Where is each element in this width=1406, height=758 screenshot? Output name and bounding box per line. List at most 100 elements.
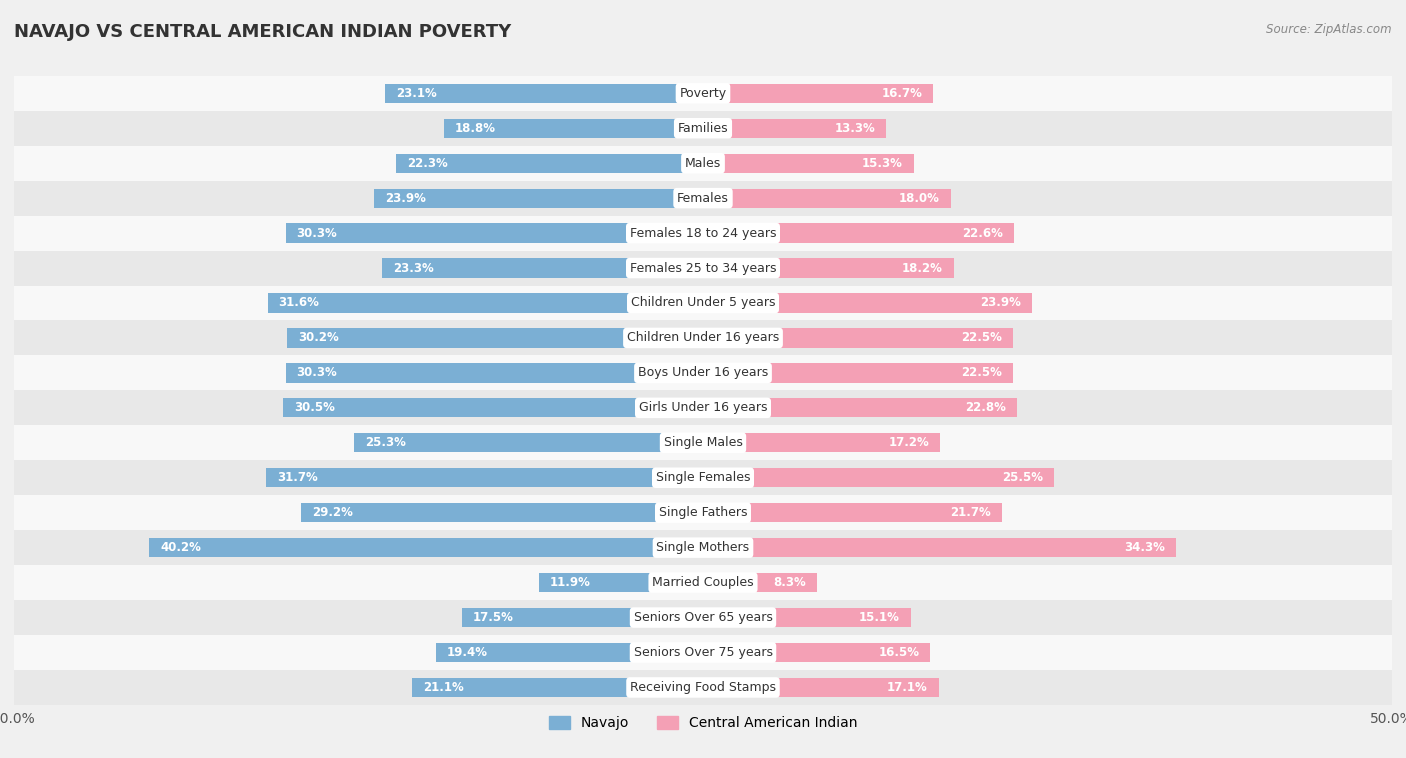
Text: Children Under 5 years: Children Under 5 years	[631, 296, 775, 309]
Bar	[703, 118, 886, 138]
Bar	[395, 154, 703, 173]
Text: 22.5%: 22.5%	[962, 331, 1002, 344]
Bar	[14, 460, 1392, 495]
Text: Poverty: Poverty	[679, 86, 727, 100]
Bar	[14, 600, 1392, 635]
Text: 22.3%: 22.3%	[406, 157, 447, 170]
Text: Single Females: Single Females	[655, 471, 751, 484]
Text: Married Couples: Married Couples	[652, 576, 754, 589]
Text: 18.0%: 18.0%	[898, 192, 941, 205]
Bar	[703, 678, 939, 697]
Bar	[354, 433, 703, 453]
Text: Single Mothers: Single Mothers	[657, 541, 749, 554]
Bar	[14, 146, 1392, 180]
Bar	[703, 433, 941, 453]
Bar	[703, 154, 914, 173]
Text: Receiving Food Stamps: Receiving Food Stamps	[630, 681, 776, 694]
Text: 25.3%: 25.3%	[366, 437, 406, 449]
Bar	[285, 224, 703, 243]
Text: 31.7%: 31.7%	[277, 471, 318, 484]
Text: Boys Under 16 years: Boys Under 16 years	[638, 366, 768, 380]
Bar	[14, 215, 1392, 251]
Bar	[703, 224, 1014, 243]
Text: Children Under 16 years: Children Under 16 years	[627, 331, 779, 344]
Bar	[301, 503, 703, 522]
Text: Seniors Over 75 years: Seniors Over 75 years	[634, 646, 772, 659]
Bar	[14, 111, 1392, 146]
Text: 34.3%: 34.3%	[1123, 541, 1164, 554]
Text: 22.6%: 22.6%	[963, 227, 1004, 240]
Text: 15.1%: 15.1%	[859, 611, 900, 624]
Text: 23.9%: 23.9%	[980, 296, 1021, 309]
Bar	[14, 530, 1392, 565]
Bar	[374, 189, 703, 208]
Text: Females: Females	[678, 192, 728, 205]
Bar	[14, 251, 1392, 286]
Text: 21.7%: 21.7%	[950, 506, 991, 519]
Text: NAVAJO VS CENTRAL AMERICAN INDIAN POVERTY: NAVAJO VS CENTRAL AMERICAN INDIAN POVERT…	[14, 23, 512, 41]
Bar	[703, 189, 950, 208]
Bar	[283, 398, 703, 418]
Text: 30.3%: 30.3%	[297, 227, 337, 240]
Bar	[14, 321, 1392, 356]
Text: 23.9%: 23.9%	[385, 192, 426, 205]
Bar	[412, 678, 703, 697]
Text: 18.8%: 18.8%	[456, 122, 496, 135]
Bar	[382, 258, 703, 277]
Text: 17.2%: 17.2%	[889, 437, 929, 449]
Bar	[538, 573, 703, 592]
Text: 17.1%: 17.1%	[887, 681, 928, 694]
Text: Seniors Over 65 years: Seniors Over 65 years	[634, 611, 772, 624]
Bar	[266, 468, 703, 487]
Text: 19.4%: 19.4%	[447, 646, 488, 659]
Text: 17.5%: 17.5%	[472, 611, 513, 624]
Bar	[14, 390, 1392, 425]
Text: Females 18 to 24 years: Females 18 to 24 years	[630, 227, 776, 240]
Text: Males: Males	[685, 157, 721, 170]
Bar	[703, 83, 934, 103]
Bar	[703, 503, 1002, 522]
Bar	[267, 293, 703, 312]
Legend: Navajo, Central American Indian: Navajo, Central American Indian	[543, 711, 863, 736]
Bar	[703, 398, 1017, 418]
Text: 21.1%: 21.1%	[423, 681, 464, 694]
Text: 23.3%: 23.3%	[392, 262, 433, 274]
Text: 15.3%: 15.3%	[862, 157, 903, 170]
Bar	[287, 328, 703, 348]
Text: 30.2%: 30.2%	[298, 331, 339, 344]
Text: Families: Families	[678, 122, 728, 135]
Bar	[703, 293, 1032, 312]
Bar	[444, 118, 703, 138]
Bar	[285, 363, 703, 383]
Text: 22.5%: 22.5%	[962, 366, 1002, 380]
Text: 16.5%: 16.5%	[879, 646, 920, 659]
Text: 30.3%: 30.3%	[297, 366, 337, 380]
Text: 8.3%: 8.3%	[773, 576, 807, 589]
Text: 23.1%: 23.1%	[395, 86, 436, 100]
Bar	[14, 180, 1392, 215]
Text: Females 25 to 34 years: Females 25 to 34 years	[630, 262, 776, 274]
Bar	[703, 608, 911, 627]
Text: 16.7%: 16.7%	[882, 86, 922, 100]
Text: 30.5%: 30.5%	[294, 401, 335, 415]
Bar	[703, 573, 817, 592]
Text: 18.2%: 18.2%	[901, 262, 943, 274]
Bar	[703, 328, 1012, 348]
Text: Single Males: Single Males	[664, 437, 742, 449]
Text: 29.2%: 29.2%	[312, 506, 353, 519]
Bar	[385, 83, 703, 103]
Bar	[703, 538, 1175, 557]
Bar	[703, 468, 1054, 487]
Bar	[149, 538, 703, 557]
Bar	[14, 425, 1392, 460]
Text: 31.6%: 31.6%	[278, 296, 319, 309]
Bar	[703, 643, 931, 662]
Bar	[436, 643, 703, 662]
Text: 13.3%: 13.3%	[835, 122, 875, 135]
Bar	[14, 670, 1392, 705]
Bar	[14, 76, 1392, 111]
Bar	[14, 565, 1392, 600]
Bar	[14, 286, 1392, 321]
Text: 22.8%: 22.8%	[966, 401, 1007, 415]
Text: Girls Under 16 years: Girls Under 16 years	[638, 401, 768, 415]
